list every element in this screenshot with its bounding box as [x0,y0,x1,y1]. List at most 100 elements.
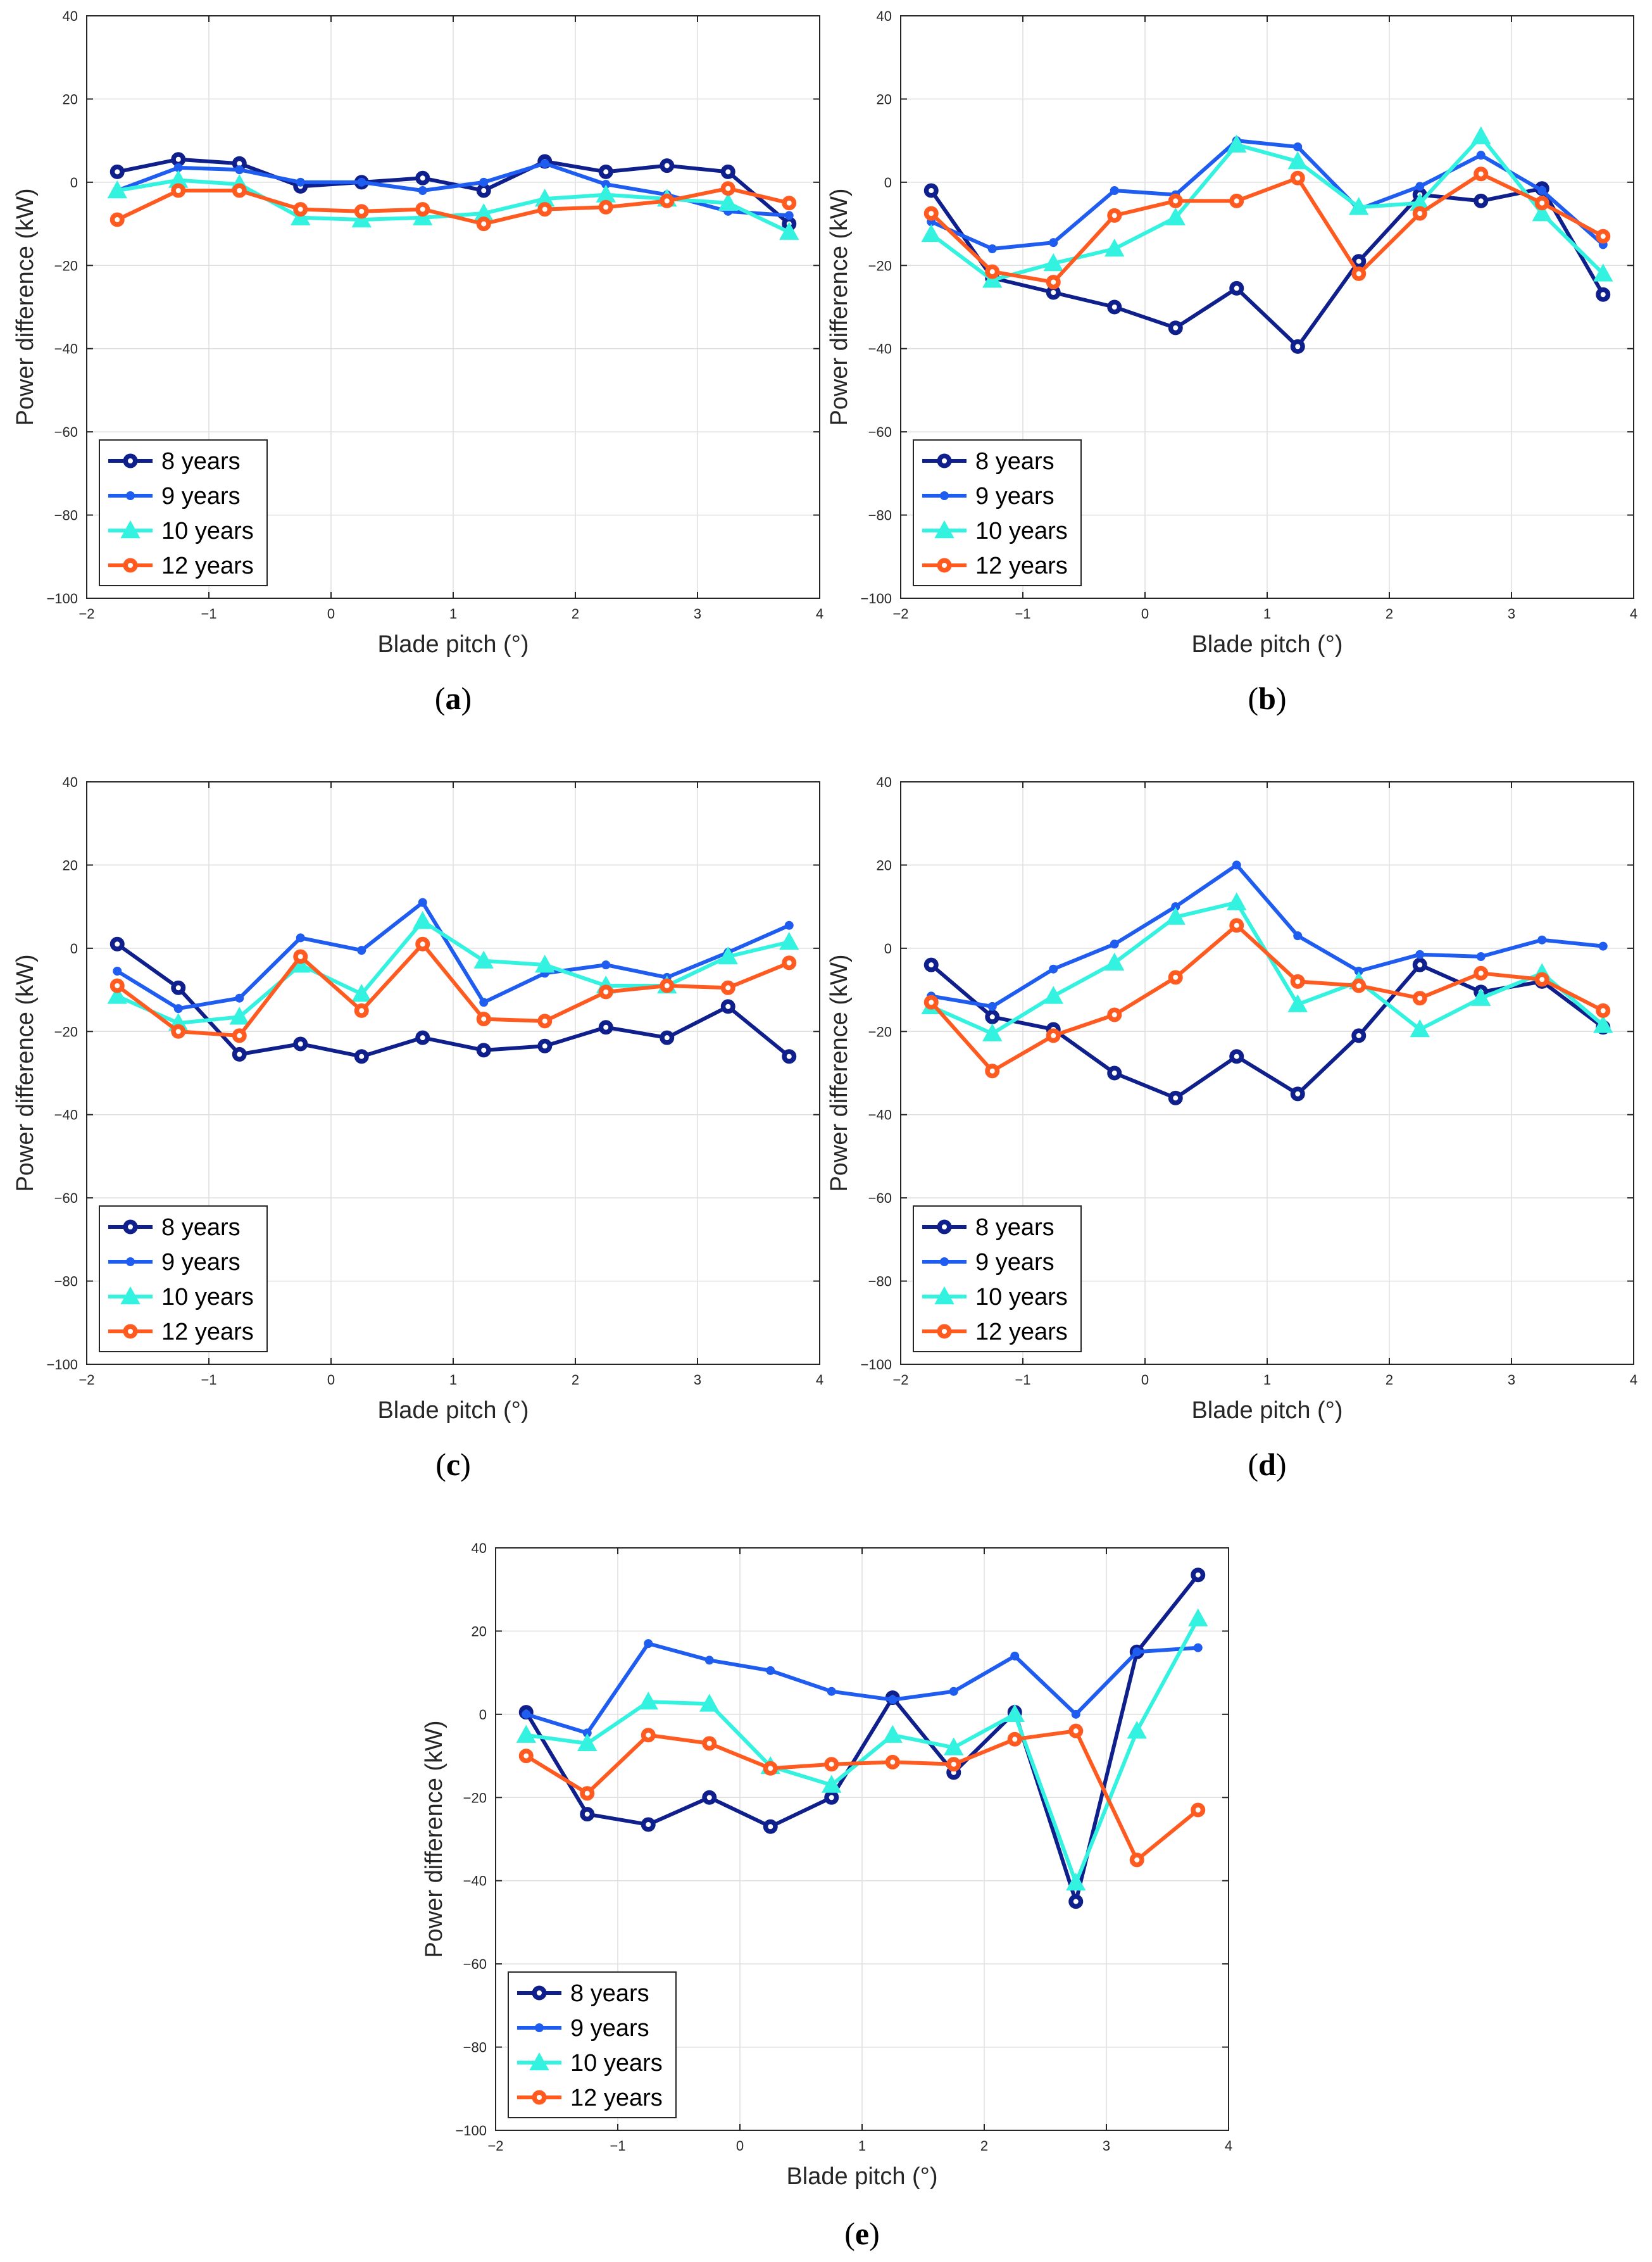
data-point-center [1539,977,1545,983]
data-point-center [1111,1012,1117,1017]
y-tick-label: −40 [868,1107,892,1123]
data-point-center [175,188,181,193]
x-tick-label: 4 [1630,1372,1637,1388]
legend-label: 8 years [570,1980,649,2007]
data-point-center [1356,258,1361,264]
data-point [107,986,127,1004]
data-point-center [664,198,670,204]
data-point-center [1356,271,1361,277]
data-point [949,1687,958,1696]
data-point-center [1295,344,1301,349]
legend-marker-center [128,1224,133,1229]
data-point [479,177,489,187]
data-point [1354,967,1363,976]
x-axis-label: Blade pitch (°) [377,631,529,658]
x-tick-label: −1 [201,1372,216,1388]
data-point [1471,126,1491,144]
data-point-center [786,200,792,206]
data-point-center [481,1016,487,1022]
data-point [784,211,794,220]
data-point-center [359,208,365,214]
series-line [116,186,790,226]
series-8-years [110,936,797,1064]
y-axis-label: Power difference (kW) [421,1720,447,1957]
data-point-center [768,1824,773,1830]
data-point-center [115,217,120,222]
data-point-center [725,169,731,175]
legend-marker [529,2052,549,2071]
data-point-center [1234,198,1239,204]
data-point-center [115,983,120,988]
data-point [779,222,799,240]
data-point [1104,238,1125,257]
data-point-center [829,1761,834,1767]
legend-marker [934,520,954,539]
data-point-center [603,169,609,175]
x-tick-label: 4 [1225,2138,1232,2154]
y-tick-label: −80 [463,2040,487,2056]
data-point-center [603,1024,609,1030]
y-tick-label: −40 [54,1107,78,1123]
data-point [766,1666,775,1675]
data-point [699,1693,720,1712]
data-point [601,180,611,189]
data-point-center [1478,198,1484,204]
series-9-years [522,1639,1203,1738]
x-tick-label: 3 [1508,606,1515,622]
data-point-center [786,960,792,965]
legend-marker-center [537,2095,542,2100]
x-tick-label: 0 [327,1372,335,1388]
data-point [113,967,122,976]
legend: 8 years 9 years 10 years 12 years [99,1205,268,1352]
series-line [116,942,791,1059]
data-point-center [768,1766,773,1771]
series-line [525,1729,1199,1862]
y-axis-label: Power difference (kW) [12,954,39,1191]
series-line [116,157,791,225]
data-point [413,207,433,225]
y-tick-label: −100 [860,1357,892,1373]
y-tick-label: 20 [63,857,78,873]
legend: 8 years 9 years 10 years 12 years [508,1971,677,2118]
legend-marker-center [942,1329,947,1334]
y-tick-label: 40 [472,1540,487,1556]
x-tick-label: 2 [1386,606,1393,622]
data-point [982,1023,1003,1041]
data-point [921,223,941,242]
data-point-center [237,1033,242,1038]
data-point [418,898,427,907]
legend-label: 10 years [570,2050,663,2077]
legend-marker-center [942,1224,947,1229]
data-point [351,209,372,228]
x-tick-label: 3 [694,1372,701,1388]
data-point [1537,935,1547,945]
series-line [525,1642,1199,1735]
series-line [525,1618,1200,1885]
data-point-center [646,1732,651,1738]
data-point-center [1073,1899,1079,1904]
panel-caption: (e) [844,2216,880,2251]
x-tick-label: −1 [610,2138,625,2154]
legend-label: 9 years [161,483,241,510]
panel-caption: (c) [435,1447,471,1482]
y-tick-label: 20 [877,91,892,107]
data-point [479,998,489,1007]
data-point [1287,151,1308,170]
data-point [296,933,305,943]
x-tick-label: 3 [1508,1372,1515,1388]
x-tick-label: 3 [694,606,701,622]
series-line [116,900,791,1011]
legend-marker [940,491,949,500]
legend-label: 10 years [975,518,1068,544]
data-point-center [297,1041,303,1046]
y-tick-label: −40 [463,1873,487,1889]
legend-label: 12 years [570,2085,663,2111]
x-tick-label: 0 [1141,1372,1149,1388]
data-point-center [1600,234,1606,239]
data-point [1532,203,1552,222]
data-point [1110,186,1119,195]
panel-b: −2 −1 0 1 2 3 4 −100 −80 −60 −40 −20 0 20 40 Blade pitc… [826,8,1637,716]
legend-label: 8 years [975,448,1054,475]
data-point [1066,1872,1086,1891]
series-line [116,942,790,1038]
